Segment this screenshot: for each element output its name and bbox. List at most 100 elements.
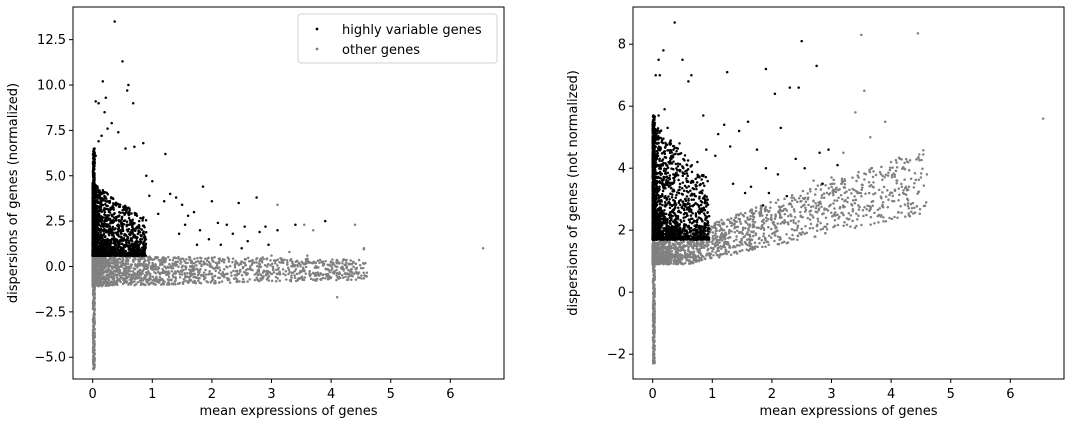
other-gene-point [181, 257, 185, 260]
highly-variable-gene-point [225, 223, 229, 227]
other-gene-point [258, 259, 261, 263]
other-gene-point [263, 263, 267, 267]
other-gene-point [347, 276, 350, 279]
other-gene-point [125, 270, 128, 274]
other-gene-point [125, 281, 128, 284]
other-gene-point [338, 261, 341, 264]
other-gene-point [177, 265, 180, 269]
highly-variable-gene-point [113, 20, 116, 23]
other-gene-point [741, 226, 745, 230]
highly-variable-gene-point [121, 60, 124, 63]
other-gene-point [154, 255, 157, 259]
other-gene-point [129, 263, 133, 266]
highly-variable-gene-point [120, 242, 123, 245]
highly-variable-gene-point [92, 147, 96, 151]
other-gene-point [168, 262, 171, 266]
other-gene-point [304, 265, 308, 269]
y-tick-label: 7.5 [45, 124, 66, 139]
other-gene-point [237, 263, 241, 267]
other-gene-point [356, 276, 360, 279]
other-gene-point [173, 270, 177, 273]
other-gene-point [191, 269, 195, 273]
highly-variable-gene-point [91, 225, 95, 228]
highly-variable-gene-point [92, 246, 96, 250]
highly-variable-gene-point [255, 196, 258, 199]
other-gene-point [174, 277, 178, 280]
other-gene-point [233, 264, 237, 267]
other-gene-point [217, 260, 221, 264]
other-gene-point [248, 265, 252, 268]
other-gene-point [857, 170, 860, 174]
other-gene-point [246, 272, 249, 276]
highly-variable-gene-point [132, 243, 135, 246]
other-gene-point [276, 203, 279, 207]
other-gene-point [247, 260, 251, 263]
other-gene-point [133, 271, 136, 275]
other-gene-point [125, 276, 129, 280]
other-gene-point [128, 278, 132, 281]
highly-variable-gene-point [177, 232, 181, 236]
other-gene-point [222, 261, 226, 264]
other-gene-point [230, 274, 233, 277]
other-gene-point [652, 359, 655, 362]
other-gene-point [166, 265, 169, 269]
other-gene-point [172, 256, 175, 260]
other-gene-point [913, 172, 917, 175]
other-gene-point [133, 284, 136, 287]
other-gene-point [190, 272, 194, 276]
other-gene-point [814, 188, 818, 191]
other-gene-point [204, 273, 208, 276]
other-gene-point [281, 268, 285, 271]
other-gene-point [652, 286, 656, 290]
other-gene-point [349, 259, 352, 262]
other-gene-point [188, 258, 191, 261]
other-gene-point [326, 263, 329, 266]
other-gene-point [236, 269, 239, 273]
other-gene-point [194, 281, 197, 284]
other-gene-point [328, 263, 331, 266]
other-gene-point [154, 264, 158, 268]
highly-variable-gene-point [118, 205, 122, 209]
highly-variable-gene-point [174, 196, 178, 199]
x-tick-label: 6 [446, 387, 454, 402]
highly-variable-gene-point [138, 243, 141, 246]
highly-variable-gene-point [125, 207, 129, 211]
highly-variable-gene-point [113, 253, 116, 257]
other-gene-point [105, 280, 108, 283]
highly-variable-gene-point [97, 209, 101, 213]
other-gene-point [158, 279, 161, 282]
other-gene-point [269, 258, 272, 262]
other-gene-point [161, 263, 164, 266]
other-gene-point [168, 258, 172, 262]
other-gene-point [186, 261, 189, 265]
other-gene-point [200, 274, 203, 278]
highly-variable-gene-point [109, 221, 112, 225]
other-gene-point [185, 275, 189, 278]
other-gene-point [214, 279, 217, 283]
highly-variable-gene-point [93, 204, 96, 207]
other-gene-point [91, 268, 94, 272]
other-gene-point [314, 261, 317, 265]
other-gene-point [147, 263, 150, 266]
other-gene-point [276, 268, 280, 271]
other-gene-point [288, 250, 291, 254]
other-gene-point [203, 276, 206, 279]
highly-variable-gene-point [92, 240, 96, 243]
other-gene-point [326, 272, 330, 276]
other-gene-point [214, 269, 217, 273]
other-gene-point [167, 255, 170, 259]
other-gene-point [193, 267, 196, 271]
highly-variable-gene-point [106, 249, 110, 253]
highly-variable-gene-point [135, 226, 139, 229]
other-gene-point [233, 274, 237, 277]
other-gene-point [322, 262, 325, 265]
highly-variable-gene-point [116, 230, 120, 234]
highly-variable-gene-point [114, 201, 118, 204]
other-gene-point [325, 268, 328, 271]
other-gene-point [151, 278, 155, 282]
other-gene-point [188, 256, 192, 259]
other-gene-point [269, 264, 272, 267]
highly-variable-gene-point [119, 229, 122, 232]
other-gene-point [155, 268, 158, 271]
